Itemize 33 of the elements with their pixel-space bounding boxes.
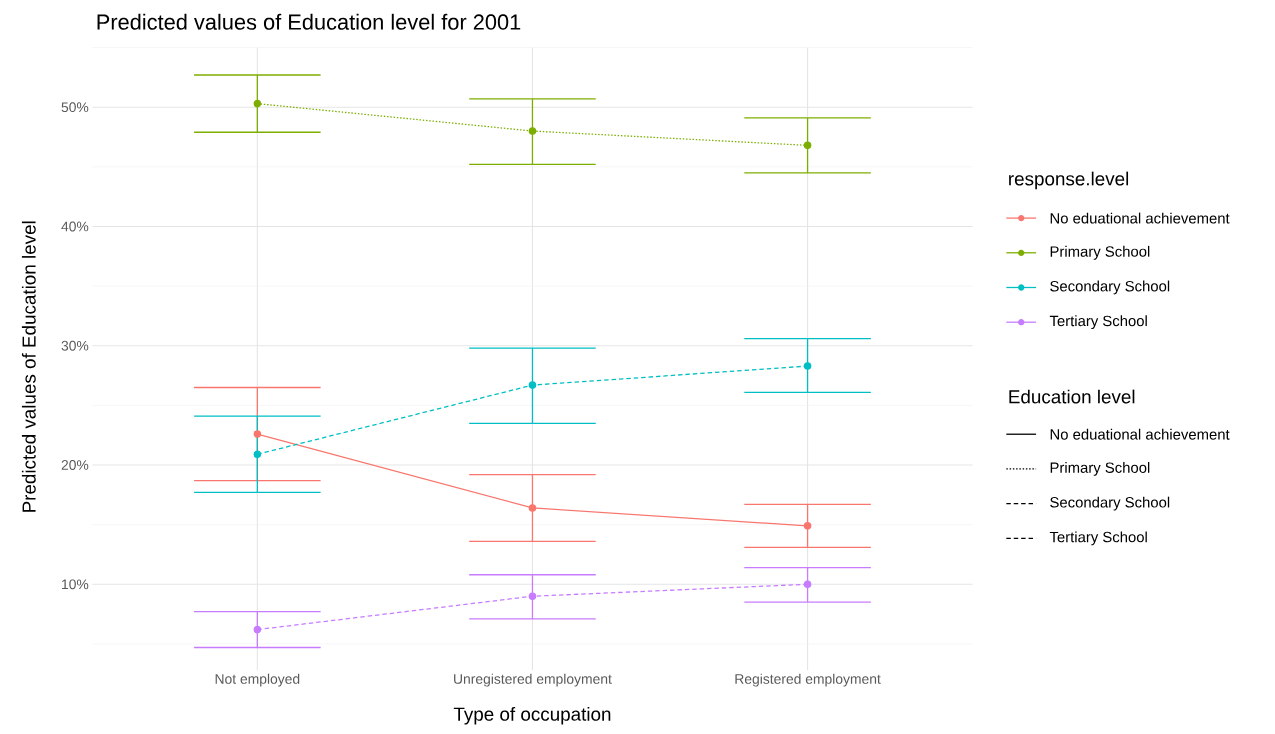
y-tick-label: 10% [62, 579, 89, 590]
text: No eduational achievement [1050, 428, 1230, 440]
legend-label: Primary School [1050, 246, 1150, 260]
point [253, 626, 262, 634]
text: Primary School [1050, 462, 1150, 477]
x-tick-label: Unregistered employment [454, 673, 612, 687]
point [253, 430, 262, 438]
x-tick-label: Not employed [215, 673, 300, 687]
point [253, 100, 262, 108]
legend-title: response.level [1009, 171, 1129, 190]
x-tick-label: Registered employment [735, 673, 881, 687]
point [803, 141, 812, 150]
y-axis-title: Predicted values of Education level [21, 221, 36, 513]
point [528, 127, 537, 136]
point [528, 504, 537, 512]
y-tick-label: 30% [61, 341, 89, 351]
text: Tertiary School [1049, 531, 1147, 546]
y-tick-label: 50% [61, 102, 89, 113]
point [528, 592, 537, 601]
point [528, 381, 537, 390]
text: Education level [1009, 389, 1135, 404]
point [253, 450, 262, 459]
legend-label: Secondary School [1050, 280, 1170, 295]
y-tick-label: 40% [61, 221, 89, 232]
point [803, 580, 812, 589]
x-axis-title: Type of occupation [453, 707, 611, 725]
y-tick-label: 20% [61, 460, 89, 471]
chart-title: Predicted values of Education level for 2001 [97, 13, 521, 30]
point [803, 522, 812, 530]
point [803, 362, 812, 371]
legend-label: Tertiary School [1049, 315, 1147, 330]
legend-label: No eduational achievement [1050, 212, 1230, 224]
text: Secondary School [1050, 496, 1170, 511]
